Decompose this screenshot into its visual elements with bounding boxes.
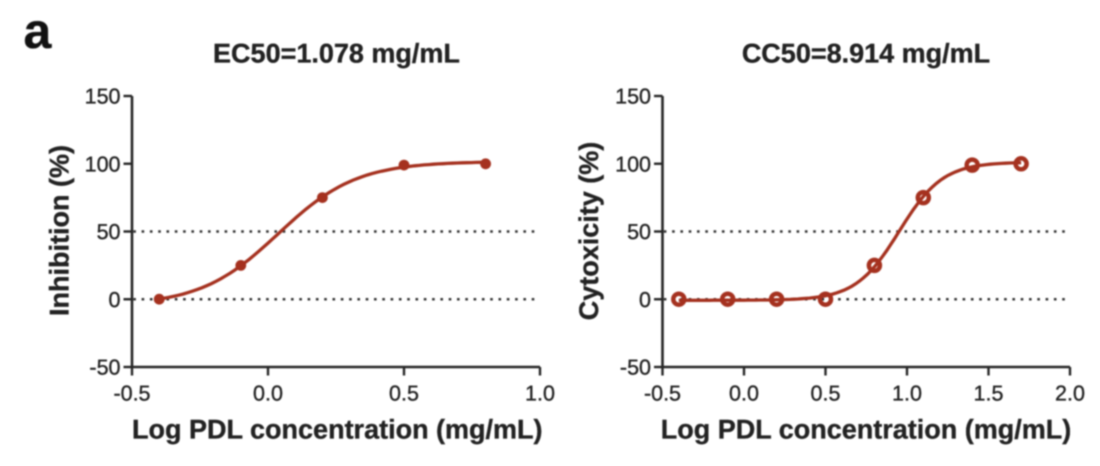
svg-text:Log PDL concentration (mg/mL): Log PDL concentration (mg/mL) — [661, 415, 1072, 445]
svg-text:0.5: 0.5 — [811, 382, 841, 406]
svg-text:EC50=1.078 mg/mL: EC50=1.078 mg/mL — [213, 39, 460, 69]
svg-text:0: 0 — [639, 288, 651, 312]
svg-text:a: a — [24, 3, 53, 59]
svg-text:100: 100 — [85, 152, 121, 176]
svg-text:1.0: 1.0 — [525, 382, 555, 406]
svg-text:1.5: 1.5 — [974, 382, 1004, 406]
svg-text:150: 150 — [85, 85, 121, 109]
svg-text:-50: -50 — [89, 356, 120, 380]
svg-text:CC50=8.914 mg/mL: CC50=8.914 mg/mL — [742, 39, 990, 69]
svg-text:0.0: 0.0 — [729, 382, 759, 406]
svg-text:50: 50 — [97, 220, 121, 244]
svg-text:1.0: 1.0 — [892, 382, 922, 406]
svg-text:100: 100 — [615, 152, 651, 176]
svg-text:0.5: 0.5 — [389, 382, 419, 406]
svg-text:Log PDL concentration (mg/mL): Log PDL concentration (mg/mL) — [132, 415, 543, 445]
svg-text:Cytoxicity (%): Cytoxicity (%) — [574, 142, 604, 321]
svg-text:Inhibition (%): Inhibition (%) — [45, 145, 75, 316]
svg-text:150: 150 — [615, 85, 651, 109]
svg-text:-50: -50 — [620, 356, 651, 380]
svg-text:0.0: 0.0 — [253, 382, 283, 406]
svg-text:0: 0 — [109, 288, 121, 312]
svg-text:2.0: 2.0 — [1055, 382, 1085, 406]
svg-text:-0.5: -0.5 — [113, 382, 150, 406]
svg-text:50: 50 — [627, 220, 651, 244]
svg-text:-0.5: -0.5 — [644, 382, 681, 406]
